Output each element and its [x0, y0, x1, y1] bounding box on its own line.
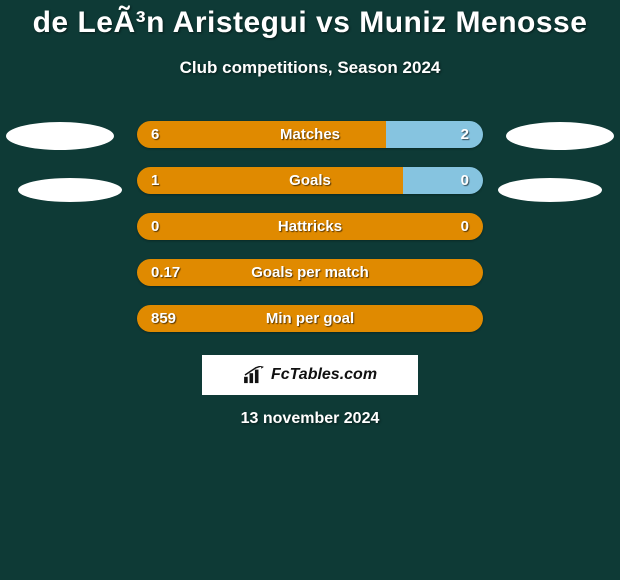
stat-bar: 00Hattricks [137, 213, 483, 240]
page-title: de LeÃ³n Aristegui vs Muniz Menosse [0, 0, 620, 40]
stat-bar-left [137, 121, 386, 148]
source-logo-text: FcTables.com [271, 366, 377, 384]
stat-value-left: 859 [151, 305, 176, 332]
bar-chart-icon [243, 366, 265, 384]
stat-row: 62Matches [0, 113, 620, 159]
stat-bar-left [137, 167, 403, 194]
stat-value-right: 0 [461, 167, 469, 194]
stat-row: 0.17Goals per match [0, 251, 620, 297]
stat-value-left: 0 [151, 213, 159, 240]
stat-rows: 62Matches10Goals00Hattricks0.17Goals per… [0, 113, 620, 343]
stat-value-left: 6 [151, 121, 159, 148]
comparison-infographic: de LeÃ³n Aristegui vs Muniz Menosse Club… [0, 0, 620, 580]
date-label: 13 november 2024 [0, 410, 620, 428]
stat-value-left: 0.17 [151, 259, 180, 286]
page-subtitle: Club competitions, Season 2024 [0, 58, 620, 78]
stat-value-right: 0 [461, 213, 469, 240]
stat-value-left: 1 [151, 167, 159, 194]
stat-bar: 10Goals [137, 167, 483, 194]
stat-bar-left [137, 213, 483, 240]
stat-value-right: 2 [461, 121, 469, 148]
stat-row: 859Min per goal [0, 297, 620, 343]
source-logo: FcTables.com [202, 355, 418, 395]
stat-row: 10Goals [0, 159, 620, 205]
stat-bar: 0.17Goals per match [137, 259, 483, 286]
stat-bar: 859Min per goal [137, 305, 483, 332]
stat-bar: 62Matches [137, 121, 483, 148]
stat-bar-right [403, 167, 483, 194]
stat-row: 00Hattricks [0, 205, 620, 251]
stat-bar-left [137, 305, 483, 332]
stat-bar-left [137, 259, 483, 286]
